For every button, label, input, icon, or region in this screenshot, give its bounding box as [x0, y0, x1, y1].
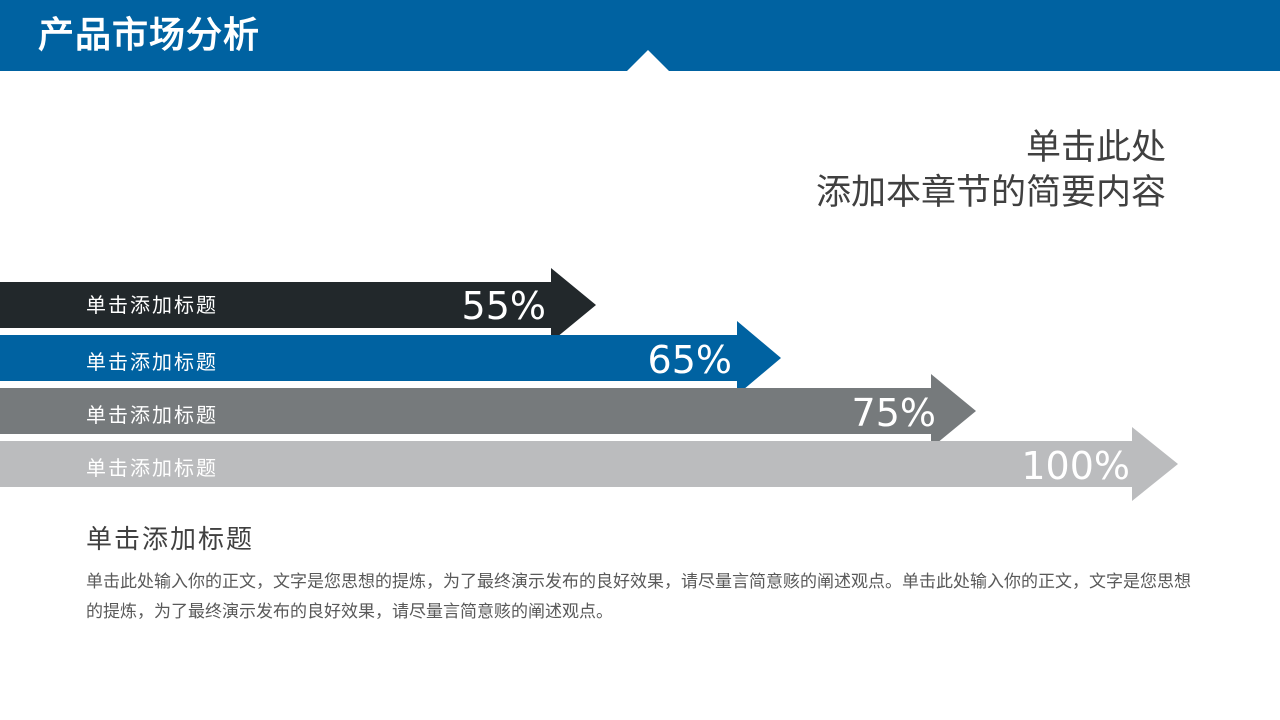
- header-notch: [627, 50, 669, 71]
- summary-line-1: 单击此处: [1025, 128, 1166, 168]
- bar-value-2: 65%: [647, 338, 732, 382]
- section-body-text[interactable]: 单击此处输入你的正文，文字是您思想的提炼，为了最终演示发布的良好效果，请尽量言简…: [86, 572, 1191, 622]
- section-title[interactable]: 单击添加标题: [86, 525, 255, 555]
- header-bar: 产品市场分析: [0, 0, 1280, 71]
- summary-line-2: 添加本章节的简要内容: [815, 173, 1166, 213]
- arrow-bar-2[interactable]: [0, 321, 781, 395]
- chapter-summary[interactable]: 单击此处 添加本章节的简要内容: [816, 126, 1166, 216]
- arrow-bar-4[interactable]: [0, 427, 1178, 501]
- bar-label-4: 单击添加标题: [86, 456, 218, 480]
- bar-value-4: 100%: [1021, 444, 1130, 488]
- bar-label-1: 单击添加标题: [86, 293, 218, 317]
- bar-label-3: 单击添加标题: [86, 403, 218, 427]
- bar-value-1: 55%: [461, 284, 546, 328]
- arrow-bar-3[interactable]: [0, 374, 976, 448]
- arrow-bar-1[interactable]: [0, 268, 596, 342]
- bar-value-3: 75%: [851, 391, 936, 435]
- page-title: 产品市场分析: [38, 15, 261, 56]
- bar-label-2: 单击添加标题: [86, 350, 218, 374]
